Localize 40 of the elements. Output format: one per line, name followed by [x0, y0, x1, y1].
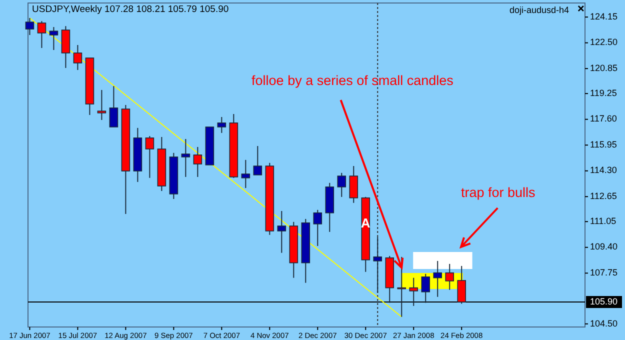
candlestick: [193, 146, 202, 178]
candlestick: [241, 159, 250, 189]
y-tick-label: 124.15: [590, 11, 618, 22]
candlestick: [181, 138, 190, 178]
candlestick: [457, 265, 466, 304]
candlestick: [97, 89, 106, 120]
y-tick-label: 117.60: [590, 114, 617, 124]
chart-title: USDJPY,Weekly 107.28 108.21 105.79 105.90: [32, 4, 229, 15]
candlestick: [313, 209, 322, 246]
candlestick: [421, 273, 430, 304]
candlestick: [25, 17, 34, 36]
candlestick: [145, 136, 154, 178]
annotation: folloe by a series of small candles: [252, 73, 454, 88]
y-tick-label: 119.25: [590, 88, 617, 98]
candlestick: [37, 20, 46, 48]
candlestick: [109, 86, 118, 128]
candlestick: [253, 146, 262, 176]
candlestick: [49, 26, 58, 50]
y-tick-label: 115.95: [590, 139, 617, 150]
candlestick: [73, 44, 82, 70]
y-tick-label: 111.05: [590, 216, 616, 226]
candlestick: [433, 260, 442, 298]
y-tick-label: 122.50: [590, 37, 618, 48]
candlestick: [277, 210, 286, 254]
y-tick-label: 114.30: [590, 165, 617, 176]
candlestick: [373, 236, 382, 294]
ref-line-label: 105.90: [590, 296, 618, 306]
candlestick: [445, 263, 454, 290]
candlestick: [61, 26, 70, 68]
y-tick-label: 107.75: [590, 268, 618, 278]
y-tick-label: 104.50: [590, 318, 618, 328]
candlestick: [337, 172, 346, 198]
annotation: doji-audusd-h4: [509, 5, 570, 15]
y-tick-label: 109.40: [590, 242, 618, 252]
y-tick-label: 120.85: [590, 62, 618, 73]
annotation: trap for bulls: [461, 185, 536, 200]
candlestick: [409, 277, 418, 306]
candlestick: [217, 116, 226, 134]
y-tick-label: 112.65: [590, 190, 617, 201]
candlestick: [349, 166, 358, 204]
